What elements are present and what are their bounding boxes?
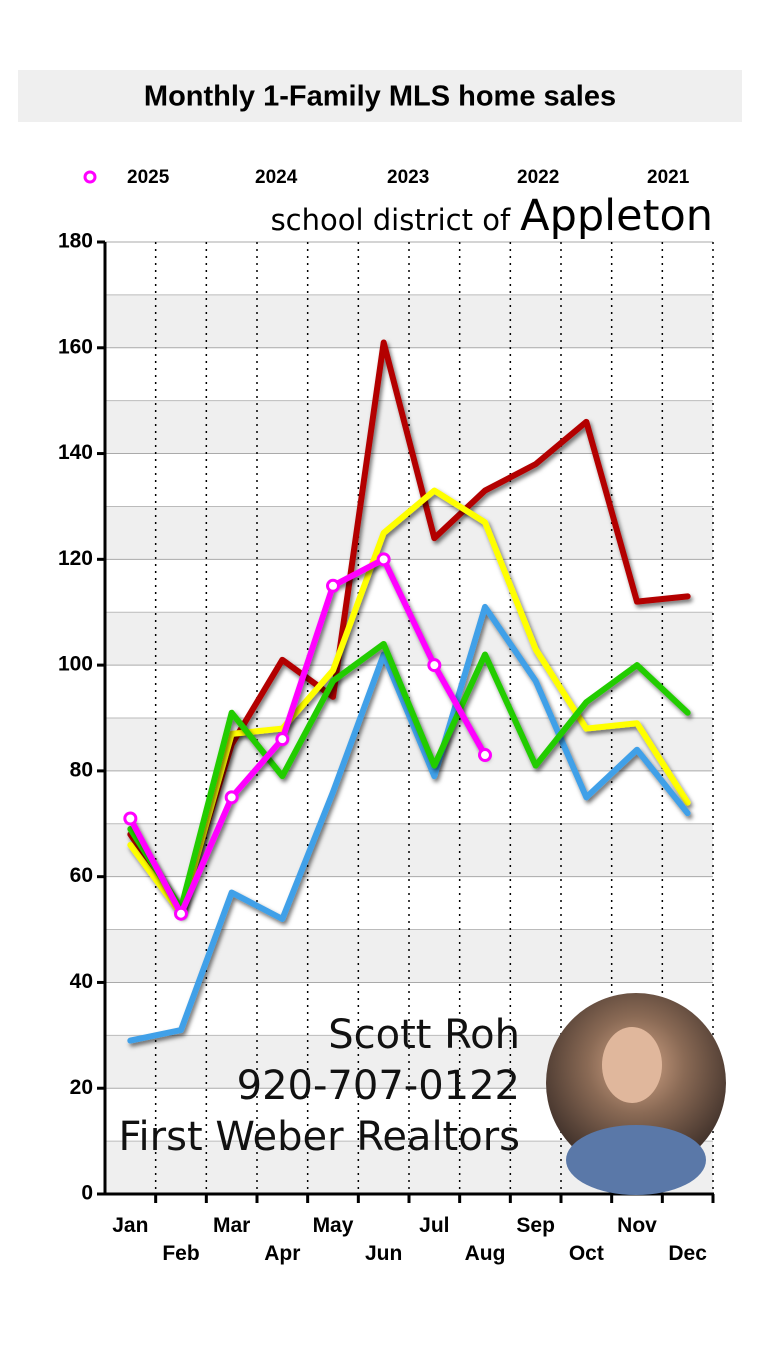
y-tick-label: 0	[81, 1182, 93, 1205]
x-tick-label: Aug	[465, 1242, 506, 1265]
legend: 2025 2024 2023 2022 2021	[62, 167, 690, 188]
y-tick-label: 80	[70, 758, 93, 781]
series-marker	[326, 578, 340, 593]
x-tick-label: Sep	[516, 1214, 555, 1237]
legend-label: 2021	[647, 167, 690, 188]
y-tick-label: 140	[58, 441, 93, 464]
chart-title: Monthly 1-Family MLS home sales	[144, 81, 616, 113]
y-tick-label: 60	[70, 864, 93, 887]
x-tick-label: Jun	[365, 1242, 402, 1265]
subtitle-text: school district of	[271, 203, 511, 237]
x-tick-label: Jul	[419, 1214, 449, 1237]
series-line	[127, 556, 488, 917]
series-line	[127, 487, 691, 917]
contact: Scott Roh 920-707-0122 First Weber Realtor…	[118, 1012, 520, 1160]
legend-label: 2025	[127, 167, 170, 188]
y-tick-label: 120	[58, 547, 93, 570]
contact-line: First Weber Realtors	[118, 1114, 520, 1160]
legend-label: 2024	[255, 167, 298, 188]
legend-label: 2023	[387, 167, 429, 188]
subtitle: school district of Appleton	[271, 191, 713, 241]
contact-line: Scott Roh	[328, 1012, 520, 1058]
x-tick-label: Feb	[162, 1242, 199, 1265]
subtitle-place: Appleton	[520, 191, 713, 241]
x-tick-label: Oct	[569, 1242, 604, 1265]
series-marker	[123, 811, 138, 826]
title-bar	[18, 70, 742, 122]
y-tick-label: 100	[58, 653, 93, 676]
y-tick-label: 20	[70, 1076, 93, 1099]
y-tick-label: 180	[58, 230, 93, 253]
y-tick-label: 40	[70, 970, 93, 993]
series-line	[127, 603, 691, 1044]
axes: 0 20 40 60 80 100 120 140 160 180 Jan Feb Mar Apr May J…	[58, 230, 715, 1265]
x-tick-label: Jan	[112, 1214, 148, 1237]
series-marker	[427, 658, 442, 673]
x-tick-label: Mar	[213, 1214, 250, 1237]
x-tick-label: Apr	[264, 1242, 300, 1265]
agent-photo-face	[602, 1027, 662, 1103]
series-marker	[275, 732, 290, 747]
lines	[123, 339, 691, 1044]
stripe	[105, 294, 713, 348]
legend-marker	[83, 170, 97, 184]
x-tick-label: Dec	[668, 1242, 707, 1265]
agent-photo-body	[566, 1125, 706, 1195]
x-tick-label: Nov	[617, 1214, 657, 1237]
series-marker	[376, 552, 391, 567]
series-marker	[174, 906, 188, 921]
x-tick-label: May	[313, 1214, 354, 1237]
y-tick-label: 160	[58, 335, 93, 358]
legend-label: 2022	[517, 167, 559, 188]
series-marker	[224, 790, 239, 805]
contact-line: 920-707-0122	[237, 1063, 520, 1109]
series-marker	[478, 748, 492, 763]
series-line	[127, 640, 691, 912]
